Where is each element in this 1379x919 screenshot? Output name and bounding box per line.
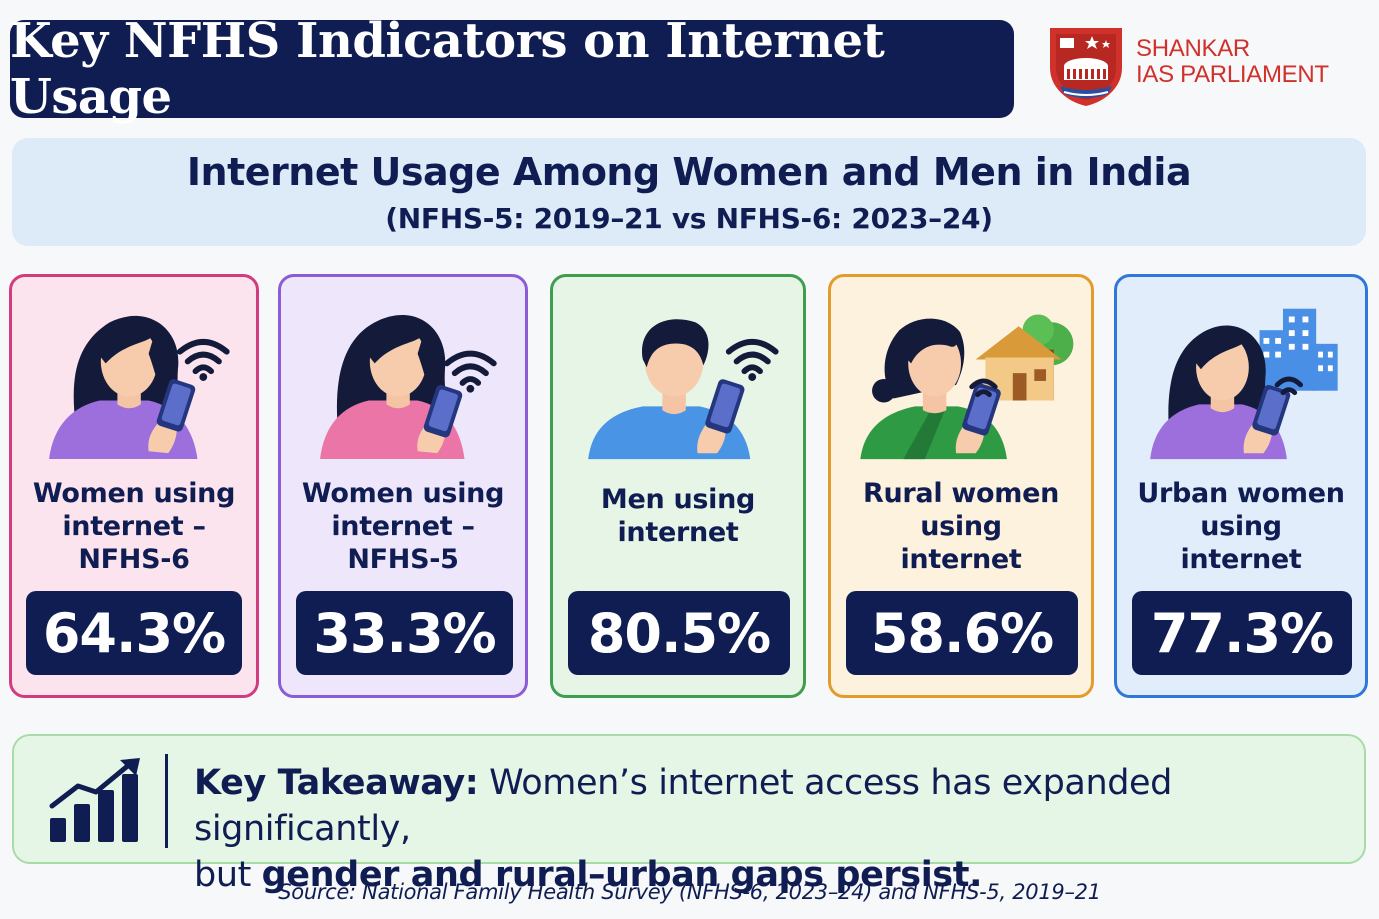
takeaway-text-line2: but [194,855,262,895]
man-phone-icon [588,319,779,460]
indicator-card-men: Men using internet 80.5% [550,274,806,698]
card-label: Men using internet [600,484,756,548]
takeaway-text-line1: Women’s internet access has expanded sig… [194,763,1172,849]
takeaway-lead: Key Takeaway: [194,763,479,803]
woman-phone-icon [49,315,230,460]
card-label: Urban women using internet [1137,478,1345,575]
logo-line1: SHANKAR [1136,35,1250,62]
takeaway-divider [165,754,168,848]
card-label: Women using internet – NFHS-6 [32,478,236,575]
card-value: 64.3% [26,591,242,675]
growth-chart-icon [49,758,140,842]
subtitle-banner: Internet Usage Among Women and Men in In… [12,138,1366,246]
woman-phone-icon [320,315,497,460]
key-takeaway-box: Key Takeaway: Women’s internet access ha… [12,734,1366,895]
card-value: 77.3% [1132,591,1352,675]
card-value: 33.3% [296,591,513,675]
indicator-card-urban-women: Urban women using internet 77.3% [1114,274,1368,698]
card-value: 80.5% [568,591,790,675]
card-label: Women using internet – NFHS-5 [301,478,505,575]
subtitle-period: (NFHS-5: 2019–21 vs NFHS-6: 2023–24) [385,201,993,235]
title-banner: Key NFHS Indicators on Internet Usage [10,13,1014,125]
card-label: Rural women using internet [862,478,1060,575]
brand-logo: SHANKAR IAS PARLIAMENT [1046,24,1376,108]
rural-woman-phone-icon [860,314,1074,460]
indicator-card-women-nfhs6: Women using internet – NFHS-6 64.3% [9,274,259,698]
takeaway-text: Key Takeaway: Women’s internet access ha… [194,760,1354,898]
card-value: 58.6% [846,591,1078,675]
parliament-emblem-icon [1050,28,1122,106]
subtitle-main: Internet Usage Among Women and Men in In… [186,149,1192,194]
takeaway-emphasis: gender and rural–urban gaps persist. [261,855,983,895]
indicator-card-women-nfhs5: Women using internet – NFHS-5 33.3% [278,274,528,698]
source-note: Source: National Family Health Survey (N… [278,880,1101,904]
indicator-card-rural-women: Rural women using internet 58.6% [828,274,1094,698]
urban-woman-phone-icon [1150,308,1338,460]
page-title: Key NFHS Indicators on Internet Usage [10,13,885,125]
logo-text: SHANKAR IAS PARLIAMENT [1136,36,1329,88]
logo-line2: IAS PARLIAMENT [1136,61,1329,88]
